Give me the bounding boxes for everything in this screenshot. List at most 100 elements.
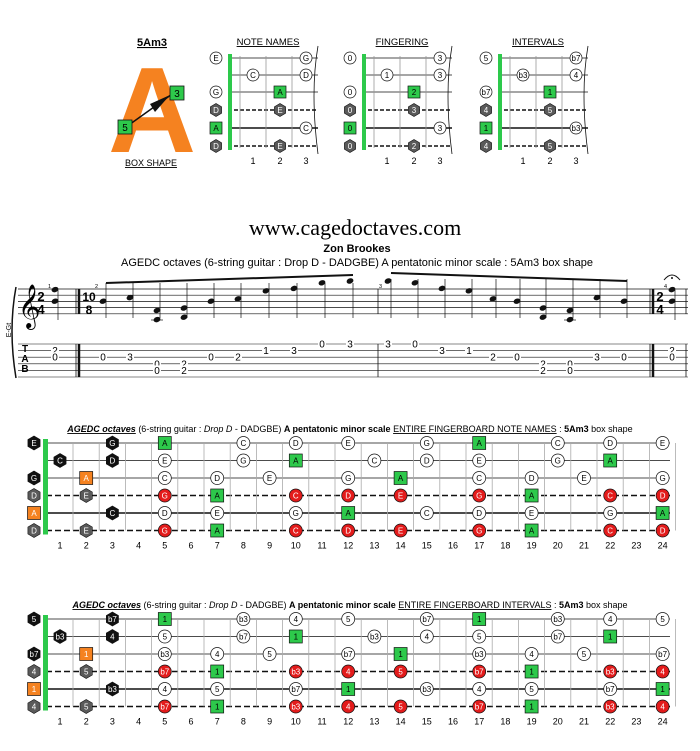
diagram-fret2-marker-shape bbox=[274, 139, 286, 153]
tab-number-bg bbox=[51, 345, 59, 356]
board-note-marker-label: 5 bbox=[163, 632, 168, 641]
board-note-marker-label: 1 bbox=[346, 685, 351, 694]
board-fret-number: 5 bbox=[162, 541, 167, 551]
board-note-marker-label: 4 bbox=[110, 632, 115, 641]
board-note-marker-label: G bbox=[476, 491, 482, 500]
board-note-marker-label: b7 bbox=[422, 615, 431, 624]
board-note-marker: D bbox=[655, 523, 670, 538]
board-note-marker-shape bbox=[157, 471, 172, 485]
board-note-marker: b7 bbox=[472, 699, 487, 714]
board-title-part: Drop D bbox=[209, 600, 238, 610]
board-fret-number: 10 bbox=[291, 717, 301, 727]
board-note-marker-label: 1 bbox=[477, 615, 482, 624]
board-note-marker-shape bbox=[419, 629, 434, 644]
board-note-marker: b3 bbox=[550, 612, 565, 626]
tab-number-bg bbox=[668, 345, 676, 356]
board-open-marker-label: D bbox=[31, 526, 37, 535]
board-note-marker-shape bbox=[472, 682, 487, 696]
board-note-marker: 4 bbox=[419, 629, 434, 644]
board-open-marker-label: C bbox=[57, 456, 63, 465]
board-fret-number: 17 bbox=[474, 717, 484, 727]
box-marker-left bbox=[117, 119, 133, 135]
board-note-marker: G bbox=[106, 435, 119, 451]
board-note-marker-label: A bbox=[293, 456, 299, 465]
board-note-marker: E bbox=[79, 488, 93, 503]
board-note-marker-shape bbox=[472, 471, 487, 485]
board-note-marker-shape bbox=[472, 523, 487, 538]
tab-number-bg bbox=[153, 365, 161, 376]
board-open-marker: A bbox=[27, 506, 41, 520]
board-note-marker-label: E bbox=[267, 474, 272, 483]
diagram-fret3-marker-shape bbox=[299, 51, 313, 65]
tab-number-bg bbox=[465, 345, 473, 356]
diagram-fret3-marker-label: 3 bbox=[438, 71, 443, 80]
tab-column: 22 bbox=[539, 305, 547, 377]
tab-number-bg bbox=[539, 358, 547, 369]
board-fret-number: 1 bbox=[57, 717, 62, 727]
board-note-marker: 5 bbox=[655, 612, 670, 626]
board-note-marker-shape bbox=[341, 612, 356, 626]
board-note-marker: G bbox=[419, 436, 434, 450]
diagram-open-marker: 0 bbox=[343, 121, 357, 135]
board-note-marker-label: D bbox=[110, 456, 116, 465]
board-note-marker: C bbox=[236, 436, 251, 450]
board-nut bbox=[43, 439, 48, 535]
diagram-title: NOTE NAMES bbox=[237, 37, 300, 48]
diagram-fret3-marker-shape bbox=[569, 51, 583, 65]
board-note-marker-shape bbox=[603, 506, 618, 520]
tab-letter: A bbox=[21, 354, 28, 365]
board-note-marker-shape bbox=[524, 506, 539, 520]
board-note-marker-shape bbox=[157, 647, 172, 661]
diagram-fret3-marker-label: 4 bbox=[574, 71, 579, 80]
diagram-open-marker-shape bbox=[209, 85, 223, 99]
board-note-marker: 4 bbox=[603, 612, 618, 626]
board-note-marker: b3 bbox=[603, 699, 618, 714]
board-note-marker-label: G bbox=[555, 456, 561, 465]
board-note-marker: b7 bbox=[550, 629, 565, 644]
board-fret-number: 15 bbox=[422, 717, 432, 727]
board-note-marker-shape bbox=[550, 436, 565, 450]
board-note-marker-shape bbox=[288, 453, 303, 468]
board-note-marker-label: A bbox=[162, 439, 168, 448]
board-note-marker-shape bbox=[472, 664, 487, 679]
diagram-fret3-marker: b7 bbox=[569, 51, 583, 65]
tab-number: 3 bbox=[291, 346, 297, 357]
board-note-marker: 4 bbox=[288, 612, 303, 626]
board-note-marker-shape bbox=[655, 682, 670, 696]
diagram-open-marker-shape bbox=[343, 121, 357, 135]
tab-number-bg bbox=[207, 352, 215, 363]
board-title-part: AGEDC octaves bbox=[66, 424, 136, 434]
tab-number-bg bbox=[593, 352, 601, 363]
board-note-marker-shape bbox=[603, 523, 618, 538]
diagram-3: INTERVALS 5 b7 b3 4 b7 1 4 5 1 b3 4 5 1 2 3 bbox=[479, 37, 589, 166]
board-fret-number: 11 bbox=[317, 541, 326, 551]
diagram-fret3-marker: b3 bbox=[569, 121, 583, 135]
tab-number-bg bbox=[620, 352, 628, 363]
board-note-marker-shape bbox=[419, 453, 434, 468]
board-note-marker-shape bbox=[157, 436, 172, 450]
note-head bbox=[620, 298, 628, 304]
board-note-marker-label: 5 bbox=[398, 667, 403, 676]
time-sig-bottom: 4 bbox=[656, 302, 664, 317]
board-note-marker-label: C bbox=[241, 439, 247, 448]
diagram-fret3-marker: 3 bbox=[433, 68, 447, 82]
board-note-marker-shape bbox=[524, 523, 539, 538]
board-title-part: box shape bbox=[589, 424, 633, 434]
board-note-marker: D bbox=[603, 436, 618, 450]
board-note-marker: 1 bbox=[472, 612, 487, 626]
tab-column: 3 bbox=[126, 294, 134, 364]
diagram-fret2-marker-label: E bbox=[277, 106, 282, 115]
board-note-marker-label: G bbox=[109, 439, 115, 448]
board-note-marker-shape bbox=[472, 647, 487, 661]
board-note-marker: b3 bbox=[288, 664, 303, 679]
board-title-part: ENTIRE FINGERBOARD INTERVALS bbox=[398, 600, 551, 610]
board-note-marker: C bbox=[603, 488, 618, 503]
board-note-marker: G bbox=[472, 488, 487, 503]
note-head bbox=[318, 280, 326, 286]
board-note-marker-shape bbox=[393, 488, 408, 503]
note-head bbox=[513, 298, 521, 304]
diagram-open-marker-shape bbox=[344, 103, 356, 117]
diagram-fret3-marker-shape bbox=[433, 68, 447, 82]
board-fret-number: 19 bbox=[527, 541, 537, 551]
